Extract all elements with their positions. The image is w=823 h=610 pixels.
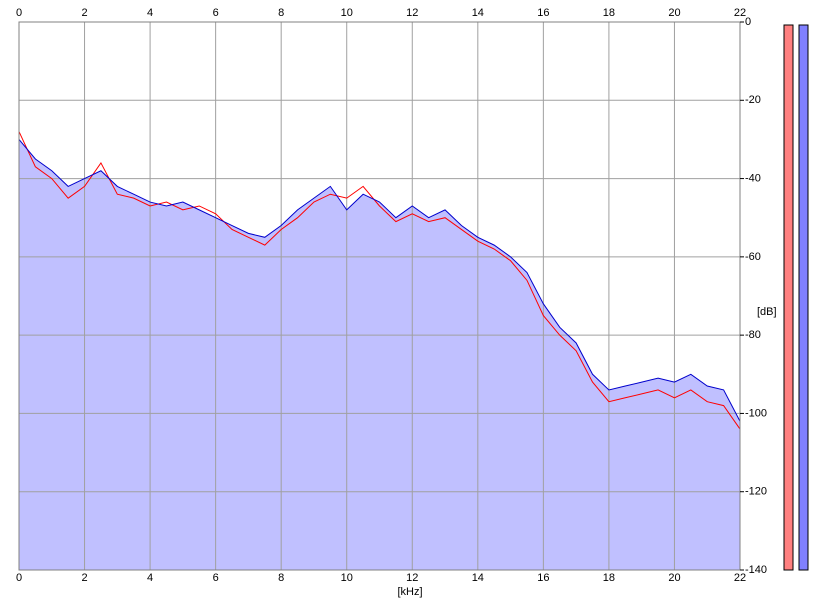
x-tick-label: 0	[16, 572, 22, 584]
level-meter-left	[783, 24, 794, 571]
x-tick-label-top: 22	[734, 7, 746, 19]
x-tick-label-top: 4	[147, 7, 153, 19]
x-tick-label: 4	[147, 572, 153, 584]
y-tick-label: -20	[745, 94, 761, 106]
x-tick-label: 6	[213, 572, 219, 584]
x-tick-label-top: 0	[16, 7, 22, 19]
x-tick-label-top: 12	[406, 7, 418, 19]
x-tick-label: 18	[603, 572, 615, 584]
line	[18, 131, 741, 430]
x-tick-label: 10	[341, 572, 353, 584]
y-tick-label: -100	[745, 407, 767, 419]
area	[19, 139, 740, 570]
x-tick-label: 8	[278, 572, 284, 584]
y-tick-label: -40	[745, 172, 761, 184]
x-tick-label: 16	[537, 572, 549, 584]
y-tick-label: 0	[745, 16, 751, 28]
level-meter-right	[798, 24, 809, 571]
x-tick-label: 22	[734, 572, 746, 584]
x-tick-label: 14	[472, 572, 484, 584]
y-tick-label: -80	[745, 329, 761, 341]
x-tick-label: 20	[668, 572, 680, 584]
x-tick-label-top: 8	[278, 7, 284, 19]
x-tick-label: 2	[81, 572, 87, 584]
x-tick-label-top: 18	[603, 7, 615, 19]
x-axis-label: [kHz]	[397, 586, 422, 598]
y-tick-label: -120	[745, 486, 767, 498]
x-tick-label-top: 20	[668, 7, 680, 19]
x-tick-label-top: 16	[537, 7, 549, 19]
x-tick-label-top: 14	[472, 7, 484, 19]
y-axis-label: [dB]	[757, 306, 777, 318]
line	[18, 139, 741, 422]
x-tick-label-top: 2	[81, 7, 87, 19]
x-tick-label-top: 10	[341, 7, 353, 19]
plot-frame	[18, 21, 741, 571]
y-tick-label: -60	[745, 251, 761, 263]
x-tick-label-top: 6	[213, 7, 219, 19]
x-tick-label: 12	[406, 572, 418, 584]
y-tick-label: -140	[745, 564, 767, 576]
